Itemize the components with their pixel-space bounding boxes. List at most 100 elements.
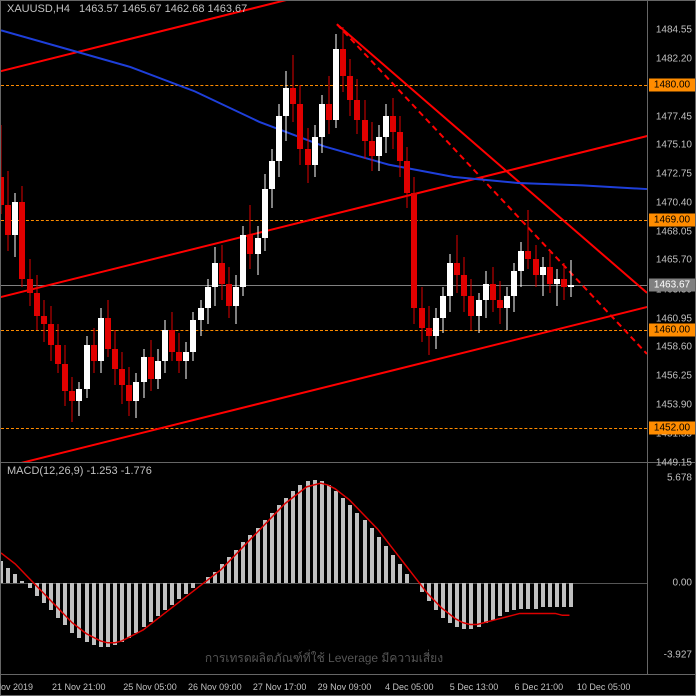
y-tick: 1482.20 (656, 53, 692, 64)
candle[interactable] (390, 1, 396, 462)
candle[interactable] (12, 1, 18, 462)
candle[interactable] (511, 1, 517, 462)
candle[interactable] (518, 1, 524, 462)
candle[interactable] (297, 1, 303, 462)
candle[interactable] (404, 1, 410, 462)
x-tick: 21 Nov 21:00 (52, 682, 106, 692)
candle[interactable] (468, 1, 474, 462)
candle[interactable] (525, 1, 531, 462)
candle[interactable] (447, 1, 453, 462)
x-tick: 25 Nov 05:00 (123, 682, 177, 692)
candle[interactable] (276, 1, 282, 462)
candle[interactable] (347, 1, 353, 462)
candle[interactable] (383, 1, 389, 462)
candle[interactable] (376, 1, 382, 462)
candle[interactable] (148, 1, 154, 462)
candle[interactable] (333, 1, 339, 462)
candle[interactable] (476, 1, 482, 462)
symbol-text: XAUUSD,H4 (7, 3, 70, 15)
candle[interactable] (19, 1, 25, 462)
y-tick: 1468.05 (656, 226, 692, 237)
candle[interactable] (91, 1, 97, 462)
candle[interactable] (126, 1, 132, 462)
candle[interactable] (205, 1, 211, 462)
candle[interactable] (62, 1, 68, 462)
candle[interactable] (312, 1, 318, 462)
candle[interactable] (183, 1, 189, 462)
candle[interactable] (340, 1, 346, 462)
candle[interactable] (41, 1, 47, 462)
candle[interactable] (440, 1, 446, 462)
x-tick: 10 Dec 05:00 (577, 682, 631, 692)
macd-y-tick: 5.678 (667, 473, 692, 484)
candle[interactable] (69, 1, 75, 462)
candle[interactable] (419, 1, 425, 462)
candle[interactable] (119, 1, 125, 462)
candle[interactable] (454, 1, 460, 462)
candle[interactable] (490, 1, 496, 462)
candle[interactable] (568, 1, 574, 462)
candle[interactable] (27, 1, 33, 462)
candle[interactable] (76, 1, 82, 462)
candle[interactable] (269, 1, 275, 462)
candle[interactable] (262, 1, 268, 462)
candle[interactable] (48, 1, 54, 462)
y-tick: 1484.55 (656, 24, 692, 35)
candle[interactable] (247, 1, 253, 462)
candle[interactable] (305, 1, 311, 462)
x-tick: 27 Nov 17:00 (253, 682, 307, 692)
candle[interactable] (255, 1, 261, 462)
candle[interactable] (133, 1, 139, 462)
candle[interactable] (540, 1, 546, 462)
candle[interactable] (362, 1, 368, 462)
candle[interactable] (169, 1, 175, 462)
current-price-label: 1463.67 (649, 279, 695, 292)
candle[interactable] (497, 1, 503, 462)
candle[interactable] (141, 1, 147, 462)
macd-y-tick: -3.927 (664, 650, 692, 661)
candle[interactable] (34, 1, 40, 462)
macd-panel[interactable]: MACD(12,26,9) -1.253 -1.776 การเทรดผลิตภ… (1, 463, 695, 675)
candle[interactable] (162, 1, 168, 462)
candle[interactable] (369, 1, 375, 462)
candle[interactable] (219, 1, 225, 462)
candle[interactable] (290, 1, 296, 462)
candle[interactable] (212, 1, 218, 462)
candle[interactable] (176, 1, 182, 462)
candle[interactable] (226, 1, 232, 462)
candle[interactable] (112, 1, 118, 462)
candle[interactable] (1, 1, 4, 462)
candle[interactable] (98, 1, 104, 462)
candle[interactable] (198, 1, 204, 462)
y-tick: 1460.95 (656, 313, 692, 324)
candle[interactable] (84, 1, 90, 462)
time-x-axis: 20 Nov 201921 Nov 21:0025 Nov 05:0026 No… (1, 675, 695, 695)
price-panel[interactable]: XAUUSD,H4 1463.57 1465.67 1462.68 1463.6… (1, 1, 695, 463)
candle[interactable] (55, 1, 61, 462)
candle[interactable] (105, 1, 111, 462)
candle[interactable] (190, 1, 196, 462)
candle[interactable] (354, 1, 360, 462)
candle[interactable] (5, 1, 11, 462)
candle[interactable] (319, 1, 325, 462)
candle[interactable] (504, 1, 510, 462)
candle[interactable] (433, 1, 439, 462)
candle[interactable] (233, 1, 239, 462)
candle[interactable] (483, 1, 489, 462)
symbol-title: XAUUSD,H4 1463.57 1465.67 1462.68 1463.6… (7, 3, 247, 15)
candle[interactable] (240, 1, 246, 462)
candle[interactable] (533, 1, 539, 462)
x-tick: 6 Dec 21:00 (515, 682, 564, 692)
candle[interactable] (426, 1, 432, 462)
candle[interactable] (554, 1, 560, 462)
candle[interactable] (283, 1, 289, 462)
candle[interactable] (561, 1, 567, 462)
candle[interactable] (397, 1, 403, 462)
candle[interactable] (411, 1, 417, 462)
candle[interactable] (547, 1, 553, 462)
candle[interactable] (326, 1, 332, 462)
candle[interactable] (461, 1, 467, 462)
chart-container: XAUUSD,H4 1463.57 1465.67 1462.68 1463.6… (0, 0, 696, 696)
price-level-label: 1452.00 (649, 422, 695, 435)
candle[interactable] (155, 1, 161, 462)
